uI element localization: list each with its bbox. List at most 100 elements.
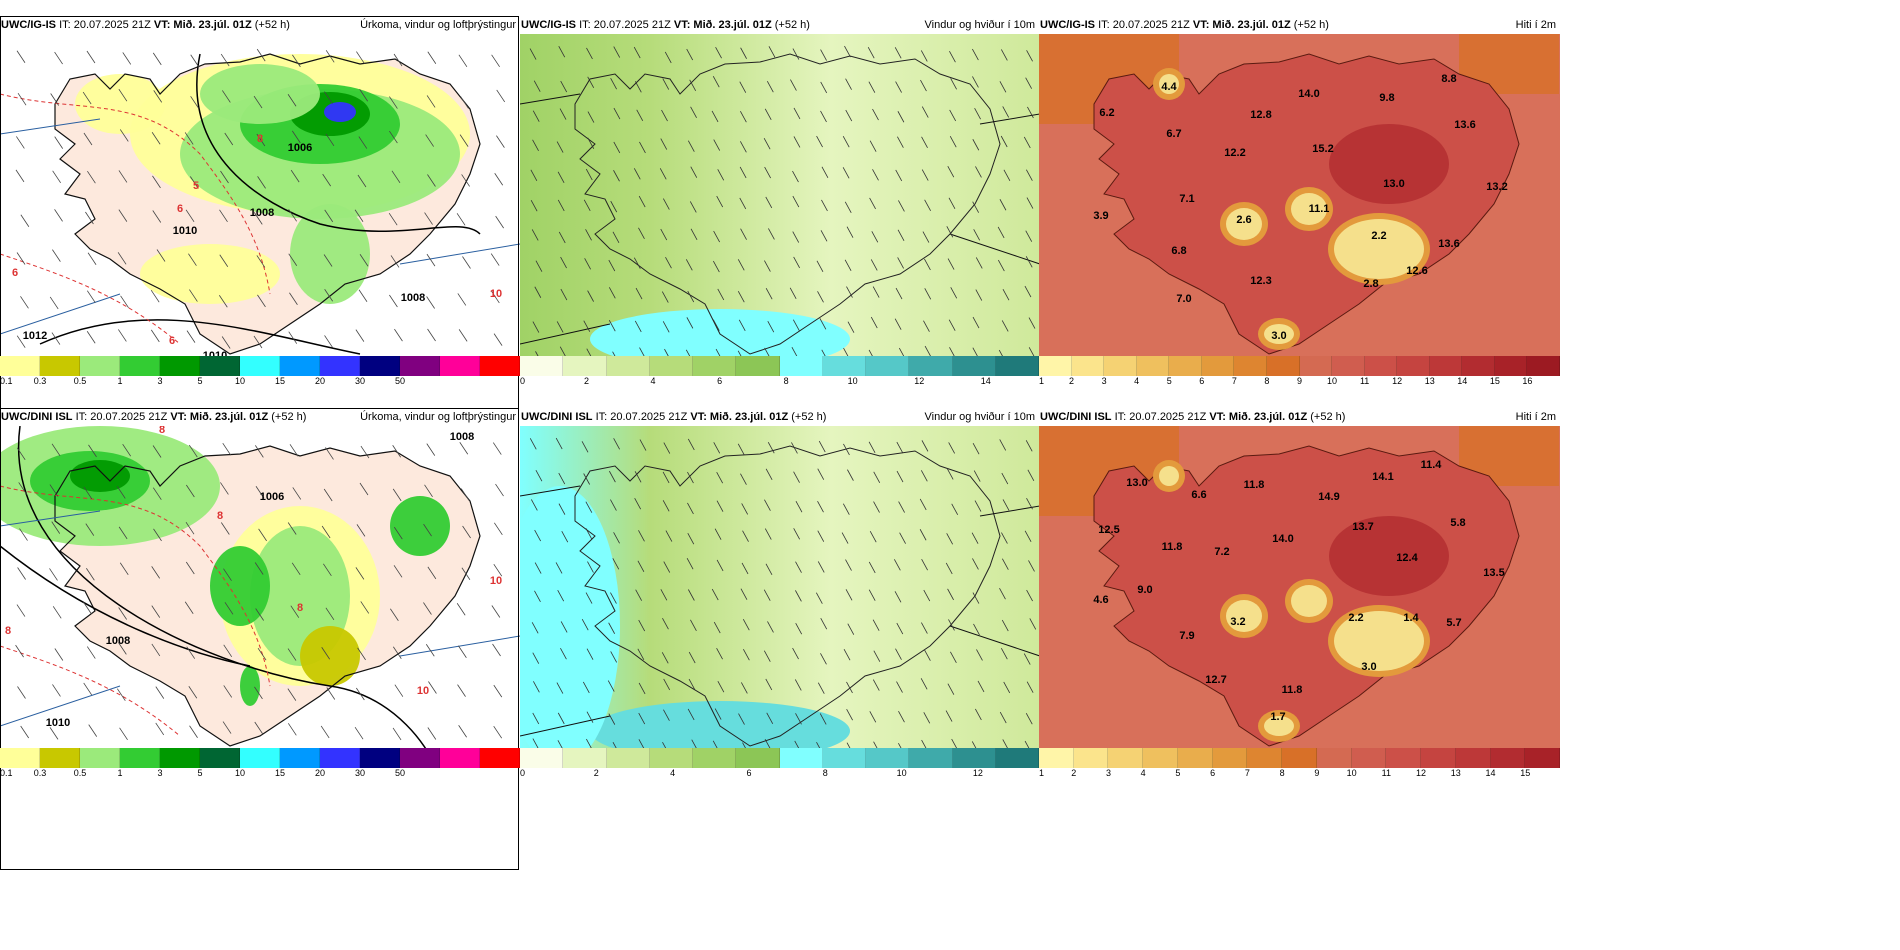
wind-barb (190, 96, 199, 109)
wind-arrow (608, 287, 616, 299)
wind-barb (20, 214, 30, 227)
wind-arrow (767, 621, 774, 633)
wind-arrow (639, 439, 647, 451)
strong-wind-area (520, 486, 620, 756)
colorbar-tick: 13 (1424, 376, 1435, 386)
wind-barb (156, 249, 166, 262)
wind-arrow (1026, 589, 1033, 602)
colorbar-swatch (320, 356, 360, 376)
isobar (39, 319, 361, 355)
wind-barb (357, 174, 367, 188)
lead-time: (+52 h) (1293, 19, 1329, 31)
wind-arrow (817, 500, 824, 513)
colorbar-tick: 2 (1069, 376, 1075, 386)
wind-arrow (613, 170, 620, 182)
wind-barb (86, 568, 95, 581)
wind-arrow (743, 648, 750, 661)
wind-arrow (660, 138, 668, 150)
wind-barb (393, 526, 403, 540)
wind-barb (190, 54, 200, 67)
wind-arrow (868, 561, 876, 574)
wind-arrow (816, 135, 823, 148)
colorbar-swatch (909, 356, 953, 376)
wind-barb (390, 255, 400, 268)
wind-barb (188, 444, 198, 458)
wind-arrow (638, 712, 646, 725)
wind-arrow (868, 589, 876, 601)
wind-arrow (662, 78, 670, 90)
colorbar-swatch (360, 356, 400, 376)
wind-barb (457, 293, 467, 306)
wind-barb (355, 329, 365, 342)
colorbar-tick: 8 (783, 376, 789, 386)
wind-barb (257, 647, 267, 661)
wind-barb (458, 725, 467, 738)
wind-barb (83, 601, 92, 615)
wind-arrow (716, 559, 724, 572)
map-value-label: 12.3 (1250, 275, 1271, 287)
wind-arrow (740, 682, 748, 694)
wind-arrow (795, 713, 802, 725)
wind-barb (86, 290, 96, 303)
map-value-label: 13.7 (1352, 521, 1373, 533)
wind-arrow (765, 468, 773, 481)
wind-barb (254, 721, 264, 735)
colorbar-tick: 1 (117, 376, 123, 386)
wind-arrow (739, 81, 747, 93)
wind-barb (18, 482, 28, 495)
map-value-label: 12.4 (1396, 552, 1418, 564)
colorbar-swatch (1462, 356, 1495, 376)
wind-arrow (846, 709, 853, 721)
colorbar-tick: 20 (314, 376, 326, 386)
wind-arrow (999, 199, 1007, 211)
wind-barb (86, 646, 96, 659)
wind-arrow (923, 589, 931, 602)
isotherm (0, 93, 271, 295)
wind-arrow (712, 75, 720, 88)
wind-barb (223, 644, 233, 658)
wind-arrow (895, 81, 902, 93)
valid-time: Mið. 23.júl. 01Z (693, 19, 772, 31)
run-info: UWC/IG-IS IT: 20.07.2025 21Z VT: Mið. 23… (1040, 16, 1329, 34)
wind-arrow (763, 589, 771, 601)
wind-arrow (687, 532, 695, 545)
wind-barb (189, 725, 198, 739)
wind-arrow (740, 110, 747, 123)
colorbar-swatch (1364, 356, 1398, 376)
colorbar-swatch (1386, 748, 1422, 768)
wind-arrow (946, 226, 954, 238)
wind-arrow (613, 438, 620, 450)
colorbar-tick: 6 (746, 768, 752, 778)
map-value-label: 5.8 (1450, 517, 1465, 529)
wind-barb (354, 209, 364, 222)
wind-arrow (1025, 712, 1033, 725)
wind-arrow (635, 287, 643, 300)
wind-arrow (1025, 256, 1033, 268)
wind-arrow (766, 81, 774, 93)
wind-arrow (532, 321, 540, 333)
wind-arrow (634, 471, 642, 483)
wind-barb (258, 528, 267, 542)
wind-arrow (795, 623, 803, 635)
wind-arrow (974, 500, 982, 512)
panel-dini-precip: UWC/DINI ISL IT: 20.07.2025 21Z VT: Mið.… (0, 408, 520, 888)
wind-arrow (688, 678, 696, 691)
wind-barb (185, 209, 195, 223)
map-value-label: 3.0 (1271, 330, 1286, 342)
wind-arrow (533, 80, 541, 92)
wind-arrow (947, 683, 955, 695)
colorbar-tick: 6 (717, 376, 723, 386)
wind-barb (287, 522, 297, 535)
run-info: UWC/IG-IS IT: 20.07.2025 21Z VT: Mið. 23… (521, 16, 810, 34)
model-name: UWC/DINI ISL (1, 411, 73, 423)
colorbar-swatch (400, 748, 440, 768)
wind-barb (357, 647, 366, 661)
wind-arrow (895, 169, 903, 182)
map-area (520, 34, 1039, 436)
wind-arrow (535, 469, 543, 482)
wind-barb (326, 687, 336, 700)
wind-barb (185, 561, 195, 575)
wind-arrow (793, 471, 800, 483)
wind-barb (290, 605, 300, 618)
wind-barb (49, 484, 59, 497)
